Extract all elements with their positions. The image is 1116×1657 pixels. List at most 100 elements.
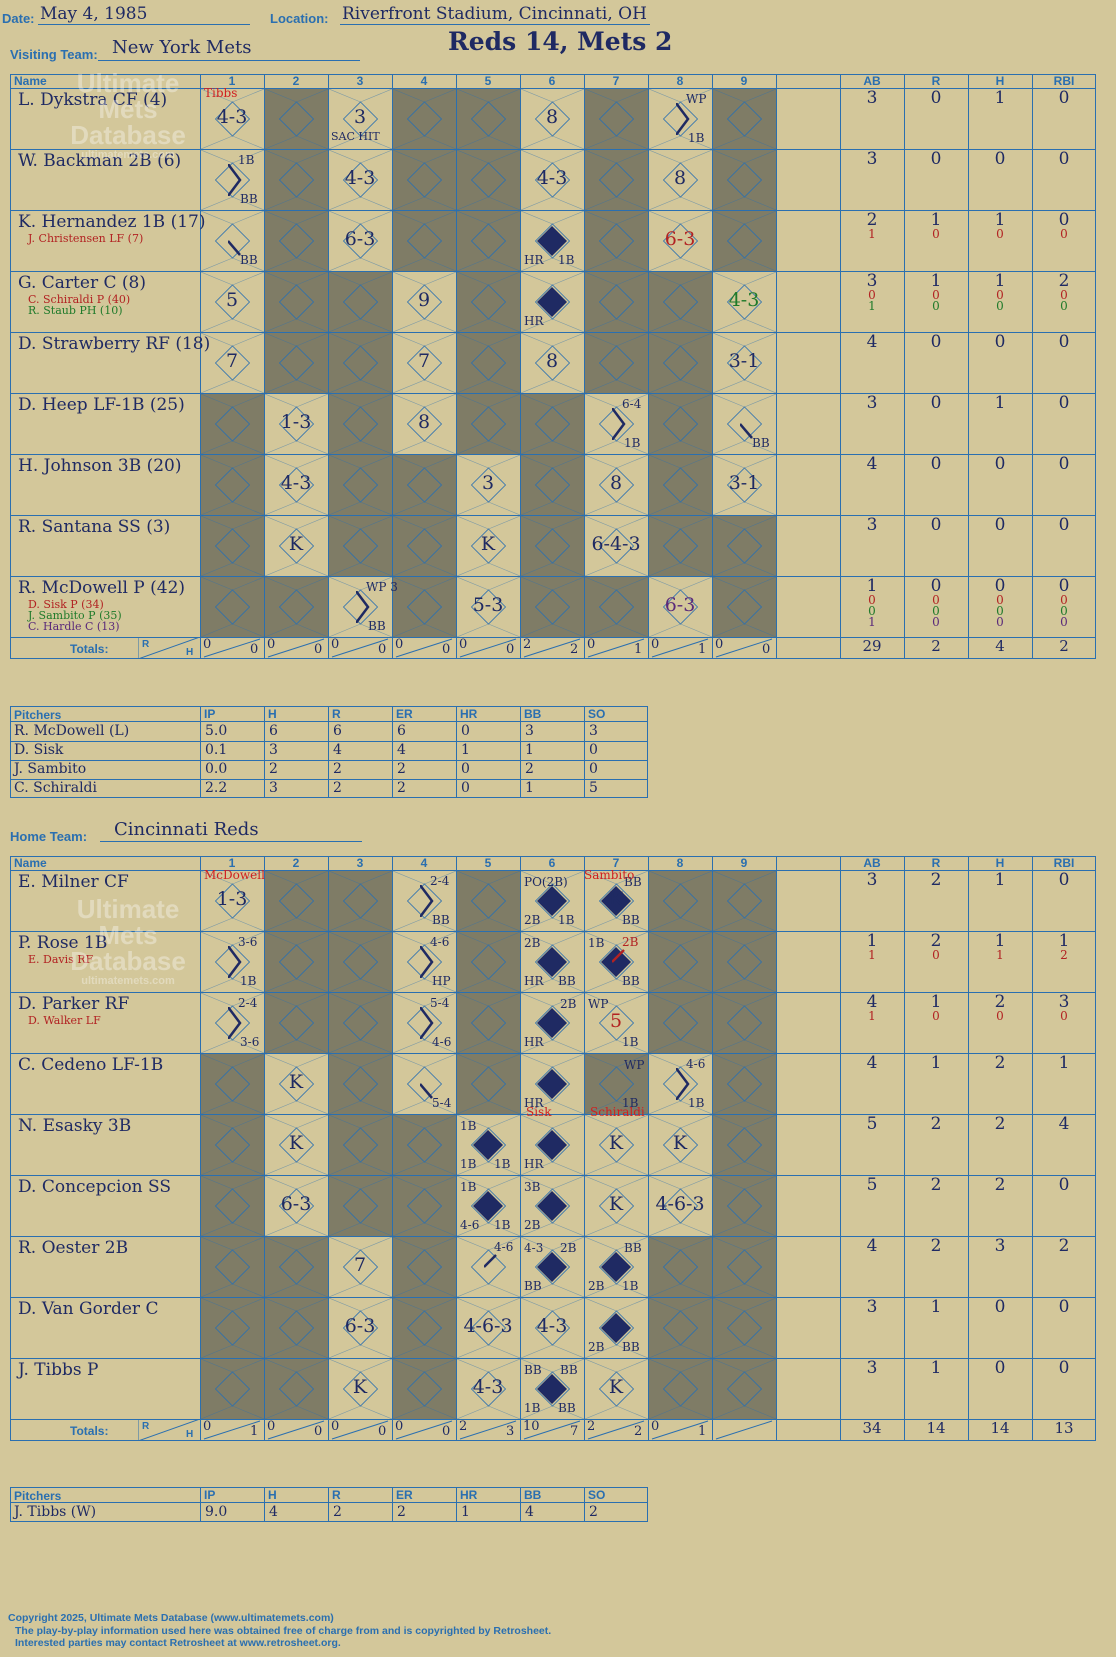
diamond-icon xyxy=(329,455,392,515)
batter-stat: 0 xyxy=(930,454,942,474)
batter-stat: 0 xyxy=(868,604,876,618)
inning-cell xyxy=(713,150,776,210)
inning-cell xyxy=(713,932,776,992)
diamond-icon xyxy=(585,1176,648,1236)
batter-name: D. Parker RF xyxy=(18,994,130,1014)
play-result: 6-3 xyxy=(344,1314,376,1337)
inning-cell xyxy=(201,1054,264,1114)
diamond-icon xyxy=(265,1054,328,1114)
batter-stat: 4 xyxy=(866,1236,878,1256)
inning-cell xyxy=(585,272,648,332)
inning-cell xyxy=(649,932,712,992)
pitching-stat: 2 xyxy=(333,1504,342,1520)
inning-header: 7 xyxy=(612,856,620,870)
batter-stat: 0 xyxy=(994,576,1006,596)
inning-cell xyxy=(201,272,264,332)
diamond-icon xyxy=(329,1176,392,1236)
stat-total: 29 xyxy=(862,637,882,655)
pitching-column-header: SO xyxy=(588,707,606,721)
play-result: 6-3 xyxy=(664,227,696,250)
diamond-icon xyxy=(457,1298,520,1358)
batter-stat: 1 xyxy=(930,1297,942,1317)
diamond-icon xyxy=(585,993,648,1053)
batter-stat: 0 xyxy=(1058,1358,1070,1378)
pitching-stat: 2 xyxy=(333,780,342,796)
stat-header: R xyxy=(931,74,941,88)
diamond-icon xyxy=(649,394,712,454)
base-note: 4-6 xyxy=(460,1218,480,1232)
totals-h-label: H xyxy=(186,1429,194,1440)
pitching-stat: 0 xyxy=(589,761,598,777)
inning-hits-total: 0 xyxy=(506,642,515,657)
batter-name: D. Concepcion SS xyxy=(18,1177,172,1197)
diamond-icon xyxy=(521,932,584,992)
base-note: WP xyxy=(588,997,609,1011)
baserunner-path-icon xyxy=(611,406,626,441)
inning-header: 9 xyxy=(740,856,748,870)
base-note: 1B xyxy=(558,913,575,927)
base-note: HR xyxy=(524,314,544,328)
batter-stat: 1 xyxy=(930,1053,942,1073)
substitute-name: D. Walker LF xyxy=(28,1014,101,1027)
play-result: K xyxy=(480,532,496,555)
diamond-icon xyxy=(713,577,776,637)
batter-stat: 2 xyxy=(930,931,942,951)
inning-cell xyxy=(521,150,584,210)
base-note: HR xyxy=(524,1035,544,1049)
batter-stat: 0 xyxy=(1058,210,1070,230)
inning-cell xyxy=(585,993,648,1053)
diamond-icon xyxy=(265,1359,328,1419)
batter-stat: 0 xyxy=(930,576,942,596)
run-scored-icon xyxy=(601,885,631,916)
batter-stat: 0 xyxy=(868,593,876,607)
stat-total: 14 xyxy=(990,1419,1010,1437)
inning-cell xyxy=(457,516,520,576)
stat-header: RBI xyxy=(1053,856,1075,870)
base-note: HR xyxy=(524,1096,544,1110)
batter-stat: 0 xyxy=(1058,1175,1070,1195)
inning-cell xyxy=(585,150,648,210)
inning-runs-total: 2 xyxy=(523,637,532,652)
inning-cell xyxy=(649,1176,712,1236)
diamond-icon xyxy=(713,211,776,271)
inning-cell xyxy=(649,272,712,332)
inning-header: 8 xyxy=(676,74,684,88)
diamond-icon xyxy=(521,993,584,1053)
diamond-icon xyxy=(201,211,264,271)
diamond-icon xyxy=(393,1237,456,1297)
run-scored-icon xyxy=(537,885,567,916)
inning-cell xyxy=(585,1237,648,1297)
pitching-stat: 2 xyxy=(397,761,406,777)
pitching-stat: 0 xyxy=(461,723,470,739)
run-scored-icon xyxy=(473,1190,503,1221)
inning-cell xyxy=(201,577,264,637)
inning-cell xyxy=(457,272,520,332)
batter-stat: 1 xyxy=(868,299,876,313)
inning-runs-total: 0 xyxy=(267,1419,276,1434)
inning-hits-total: 0 xyxy=(378,1424,387,1439)
inning-cell xyxy=(265,871,328,931)
play-result: K xyxy=(352,1375,368,1398)
diamond-icon xyxy=(265,1115,328,1175)
play-note-top: WP xyxy=(686,92,707,106)
inning-cell xyxy=(521,1115,584,1175)
batter-stat: 1 xyxy=(994,88,1006,108)
inning-cell xyxy=(457,333,520,393)
base-note: 2B xyxy=(524,913,541,927)
inning-cell xyxy=(329,333,392,393)
batter-stat: 0 xyxy=(1058,149,1070,169)
play-note: SAC HIT xyxy=(331,130,380,143)
batter-stat: 3 xyxy=(866,88,878,108)
batter-stat: 0 xyxy=(1060,299,1068,313)
diamond-icon xyxy=(521,211,584,271)
play-result: 5 xyxy=(225,288,239,311)
play-result: 4-3 xyxy=(280,471,312,494)
batter-name: G. Carter C (8) xyxy=(18,273,146,293)
inning-cell xyxy=(393,932,456,992)
batter-stat: 2 xyxy=(930,1114,942,1134)
batter-stat: 2 xyxy=(1058,271,1070,291)
inning-cell xyxy=(201,211,264,271)
inning-cell xyxy=(329,871,392,931)
pitcher-annotation: Tibbs xyxy=(204,86,238,100)
inning-cell xyxy=(393,1054,456,1114)
